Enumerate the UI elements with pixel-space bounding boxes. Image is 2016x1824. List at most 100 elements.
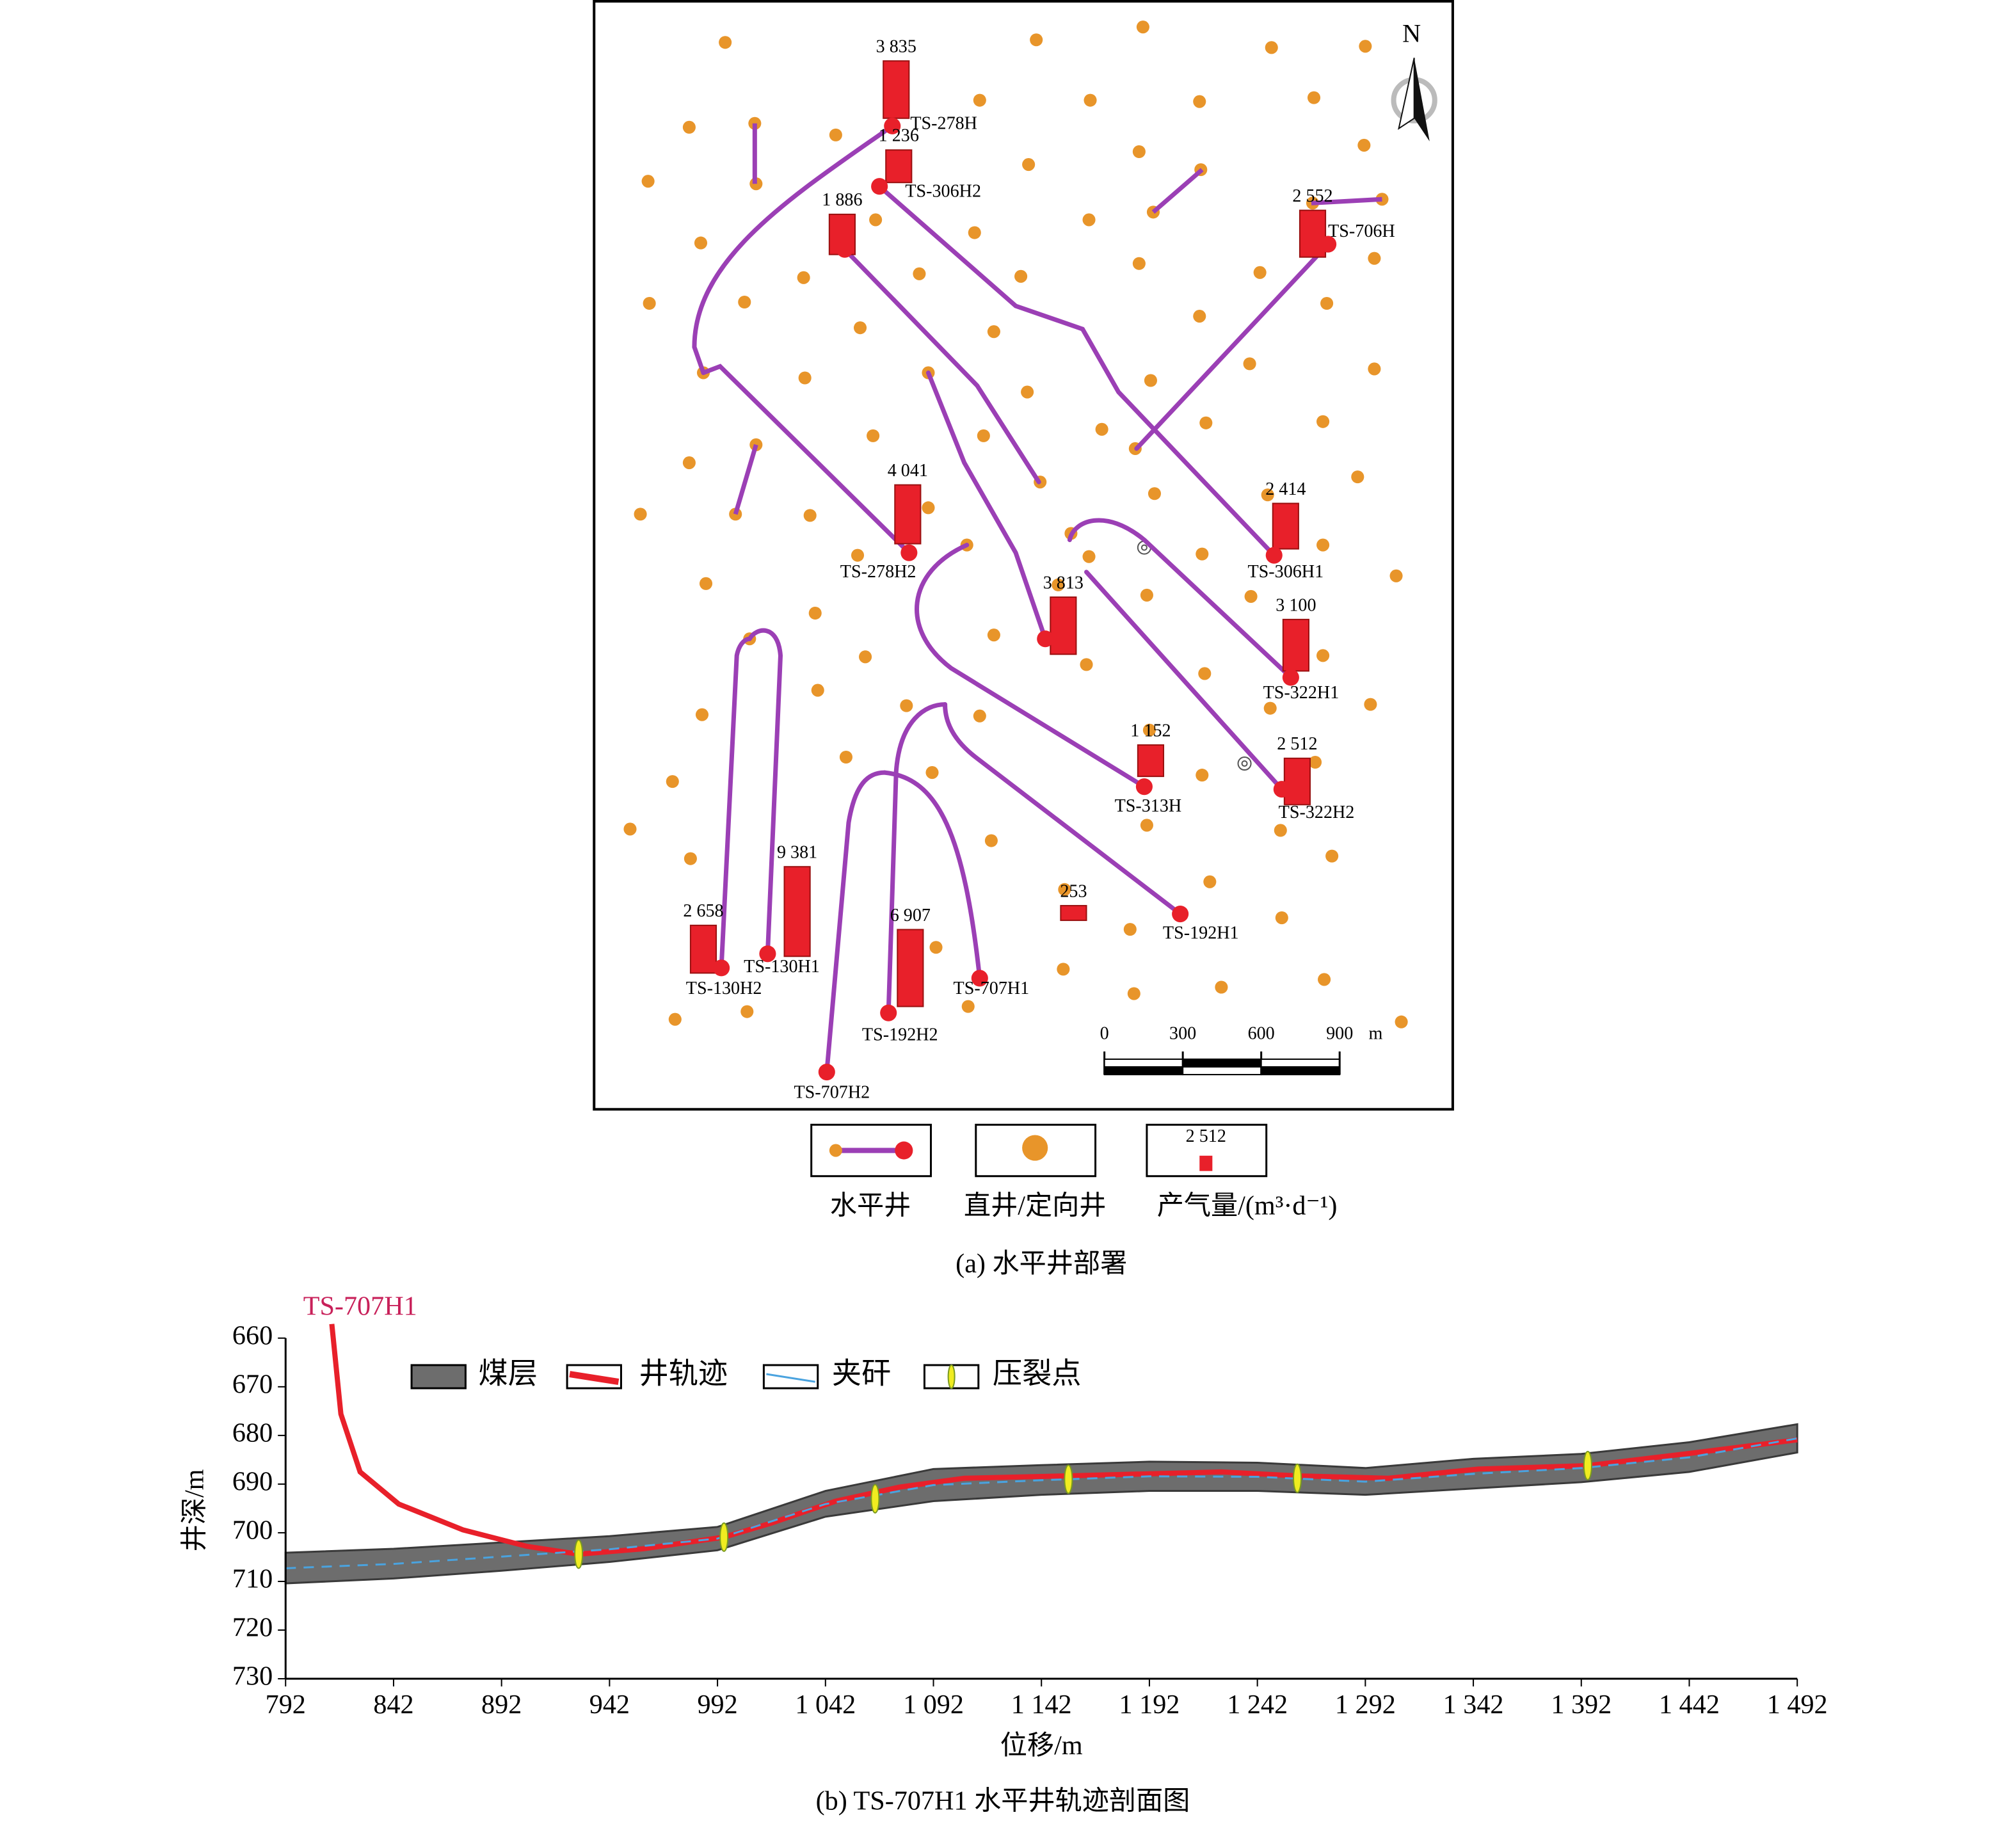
vertical-well [1307,91,1321,104]
vertical-well [1057,963,1070,976]
vertical-well [694,236,708,250]
production-bar [885,149,913,184]
vertical-well [829,128,842,141]
vertical-well [900,699,913,712]
production-label: 1 886 [822,190,862,210]
vertical-well [1123,923,1137,936]
legend-line [766,1373,815,1383]
scale-unit: m [1368,1023,1382,1043]
well-head [971,970,988,987]
chart-title: TS-707H1 [303,1291,417,1321]
vertical-well [1058,883,1071,896]
vertical-well [1132,145,1146,159]
scale-segment [1182,1058,1262,1068]
legend-label: 水平井 [830,1191,911,1221]
well-trajectory [719,636,752,970]
scale-label: 0 [1100,1023,1109,1043]
well-trajectory [701,364,911,556]
north-arrow [1414,58,1430,141]
caption: (b) TS-707H1 水平井轨迹剖面图 [816,1786,1190,1816]
well-head [900,544,918,561]
well-head [871,178,888,195]
x-tick-label: 1 442 [1659,1690,1720,1720]
legend-label: 压裂点 [993,1357,1082,1390]
y-tick-label: 680 [232,1418,273,1448]
y-tick-label: 670 [232,1370,273,1400]
north-label: N [1402,19,1421,47]
vertical-well [738,295,751,309]
production-bar [1283,757,1311,806]
scale-label: 600 [1248,1023,1275,1043]
vertical-well [1203,875,1217,888]
vertical-well [968,226,981,239]
frac-point [574,1539,584,1569]
north-arrow [1398,58,1415,131]
vertical-well [1082,550,1096,563]
vertical-well [1275,911,1288,925]
x-tick-label: 1 142 [1011,1690,1072,1720]
vertical-well [803,509,817,522]
x-tick-label: 942 [589,1690,630,1720]
well-name: TS-306H1 [1247,562,1324,582]
well-head [1282,669,1299,686]
legend-point [947,1364,956,1389]
vertical-well [1196,547,1209,561]
vertical-well [1316,649,1330,662]
x-tick-label: 1 492 [1767,1690,1828,1720]
vertical-well [1196,769,1209,782]
x-tick-label: 892 [481,1690,522,1720]
vertical-well [1253,266,1267,279]
vertical-well [1148,487,1162,500]
vertical-well [1014,269,1028,283]
vertical-well [1144,374,1157,387]
y-tick-label: 720 [232,1613,273,1643]
vertical-well [1364,698,1377,711]
production-label: 253 [1060,881,1087,901]
vertical-well [1265,41,1278,54]
well-trajectory [824,770,887,1075]
vertical-well [1274,824,1287,837]
well-trajectory [882,770,982,980]
vertical-well [1136,20,1149,34]
legend-vertical [1022,1135,1048,1161]
well-name: TS-707H2 [794,1083,870,1103]
well-name: TS-278H2 [840,562,916,582]
production-bar [1050,596,1077,655]
vertical-well [1316,415,1330,428]
vertical-well [1318,973,1331,986]
vertical-well [961,1000,975,1013]
vertical-well [643,296,656,310]
well-trajectory [842,247,1041,484]
vertical-well [634,508,647,521]
vertical-well [913,267,926,280]
legend-label: 夹矸 [832,1357,891,1390]
y-tick-label: 700 [232,1516,273,1546]
vertical-well [987,325,1000,339]
well-head [1135,778,1153,796]
vertical-well [1199,416,1213,429]
legend-box [810,1123,932,1178]
vertical-well [1080,658,1093,671]
vertical-well [1325,849,1339,863]
vertical-well [1084,93,1097,107]
vertical-well [719,36,732,49]
vertical-well [695,708,709,721]
vertical-well [839,750,852,764]
scale-label: 900 [1326,1023,1353,1043]
marker-ring [1237,756,1252,771]
production-bar [894,484,922,545]
vertical-well [1193,310,1206,323]
vertical-well [987,628,1000,642]
vertical-well [1359,40,1372,53]
vertical-well [811,684,824,697]
vertical-well [1368,362,1381,376]
trajectory-line [329,1324,1798,1557]
x-axis-label: 位移/m [1000,1731,1083,1761]
production-bar [1137,744,1165,778]
production-bar [897,929,924,1007]
caption: (a) 水平井部署 [956,1249,1127,1279]
x-tick-label: 1 392 [1551,1690,1612,1720]
